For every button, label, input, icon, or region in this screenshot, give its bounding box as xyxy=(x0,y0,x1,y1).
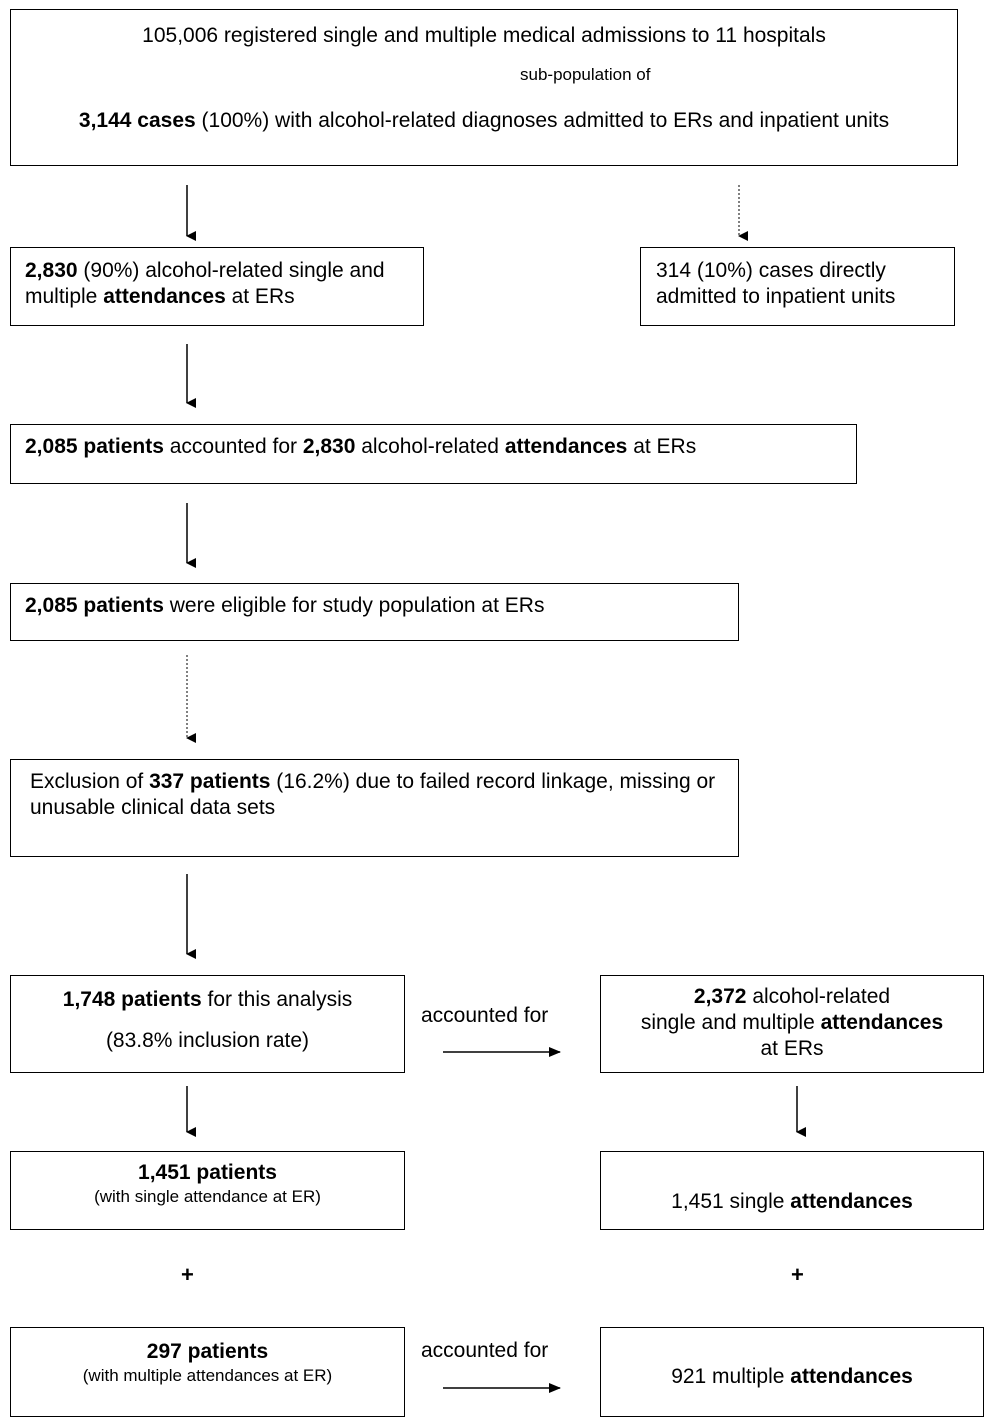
admissions-total-text: 105,006 registered single and multiple m… xyxy=(142,24,826,47)
exclusion-text: Exclusion of 337 patients (16.2%) due to… xyxy=(30,770,716,819)
eligible-box: 2,085 patients were eligible for study p… xyxy=(10,583,739,641)
accounted-for-label-2: accounted for xyxy=(421,1339,549,1362)
single-attendances-text: 1,451 single attendances xyxy=(671,1190,913,1213)
multi-patients-box: 297 patients (with multiple attendances … xyxy=(10,1327,405,1417)
multi-patients-note: (with multiple attendances at ER) xyxy=(82,1366,333,1385)
single-patients-count: 1,451 patients xyxy=(138,1161,277,1184)
accounted-for-label-1: accounted for xyxy=(421,1004,549,1027)
attendances-2372-line1: 2,372 alcohol-related xyxy=(693,985,891,1008)
er-attendances-box: 2,830 (90%) alcohol-related single and m… xyxy=(10,247,424,326)
subpopulation-label: sub-population of xyxy=(520,65,651,84)
plus-sign-right: + xyxy=(791,1262,804,1287)
plus-sign-left: + xyxy=(181,1262,194,1287)
single-patients-note: (with single attendance at ER) xyxy=(94,1187,321,1206)
attendances-2372-box: 2,372 alcohol-related single and multipl… xyxy=(600,975,984,1073)
exclusion-box: Exclusion of 337 patients (16.2%) due to… xyxy=(10,759,739,857)
analysis-text: 1,748 patients for this analysis xyxy=(62,988,353,1011)
er-attendances-text: 2,830 (90%) alcohol-related single and m… xyxy=(25,259,385,308)
eligible-text: 2,085 patients were eligible for study p… xyxy=(25,594,545,617)
attendances-2372-line3: at ERs xyxy=(760,1037,824,1060)
inpatient-box: 314 (10%) cases directly admitted to inp… xyxy=(640,247,955,326)
patients-accounted-text: 2,085 patients accounted for 2,830 alcoh… xyxy=(25,435,697,458)
admissions-box: 105,006 registered single and multiple m… xyxy=(10,9,958,166)
patients-accounted-box: 2,085 patients accounted for 2,830 alcoh… xyxy=(10,424,857,484)
cases-text: 3,144 cases (100%) with alcohol-related … xyxy=(78,109,890,132)
inpatient-text: 314 (10%) cases directly admitted to inp… xyxy=(656,259,896,308)
multi-patients-count: 297 patients xyxy=(146,1340,269,1363)
inclusion-rate-text: (83.8% inclusion rate) xyxy=(105,1029,310,1052)
analysis-box: 1,748 patients for this analysis (83.8% … xyxy=(10,975,405,1073)
single-patients-box: 1,451 patients (with single attendance a… xyxy=(10,1151,405,1230)
multi-attendances-box: 921 multiple attendances xyxy=(600,1327,984,1417)
single-attendances-box: 1,451 single attendances xyxy=(600,1151,984,1230)
multi-attendances-text: 921 multiple attendances xyxy=(671,1365,913,1388)
attendances-2372-line2: single and multiple attendances xyxy=(640,1011,944,1034)
